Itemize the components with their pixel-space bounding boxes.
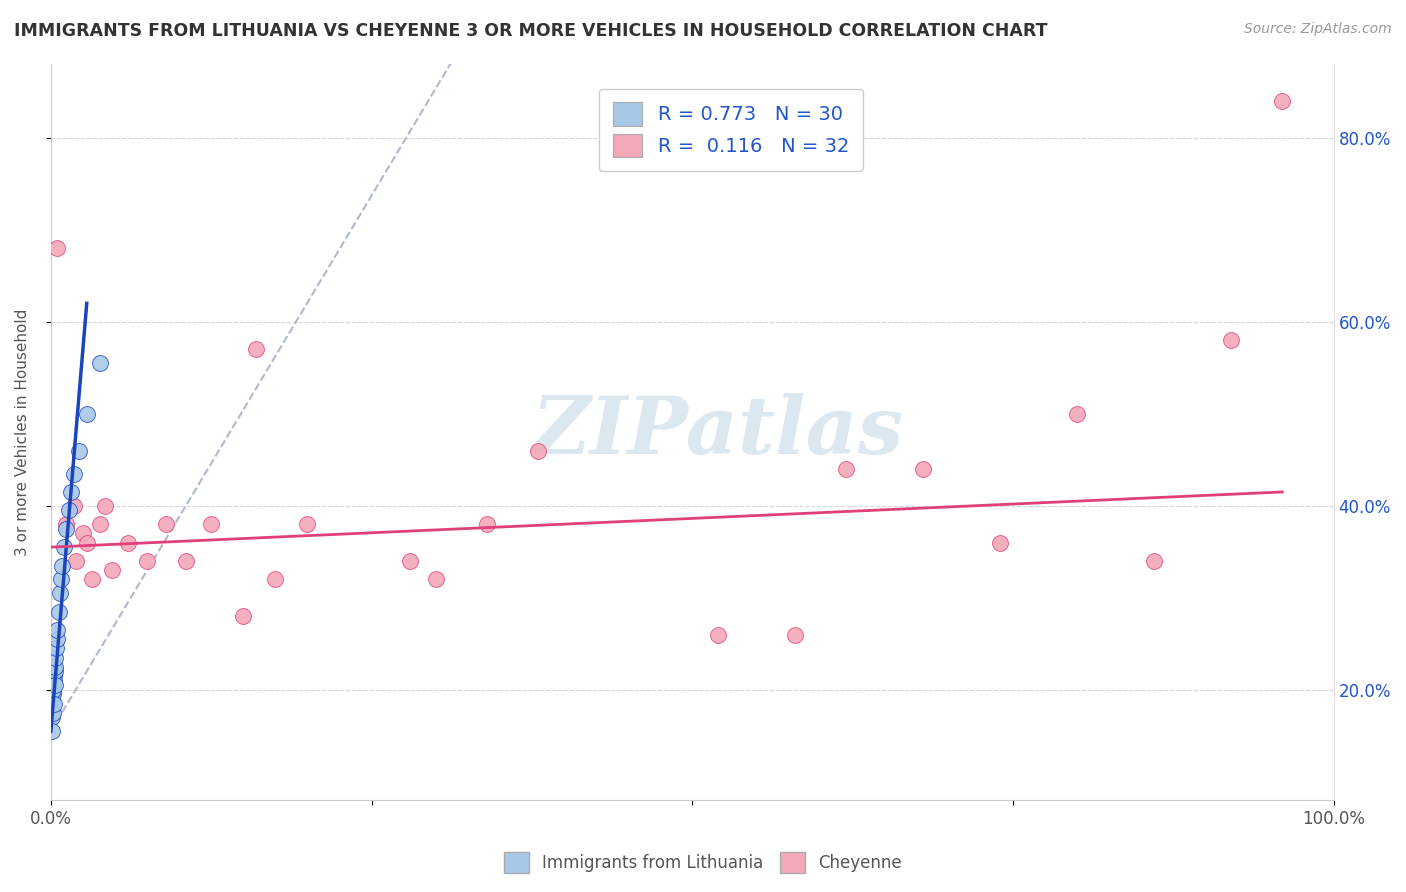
Point [245,343,267,357]
Point [174,554,197,568]
Point [49,586,72,600]
Point [707,627,730,641]
Point [89,517,111,532]
Point [42,697,65,711]
Point [425,573,447,587]
Text: ZIPatlas: ZIPatlas [531,393,904,471]
Point [63,467,86,481]
Point [58,503,80,517]
Point [475,517,498,532]
Point [51,558,73,573]
Point [264,573,287,587]
Point [46,623,69,637]
Point [41,692,63,706]
Point [80,573,103,587]
Point [1143,554,1166,568]
Point [93,499,115,513]
Point [42,682,65,697]
Point [117,535,139,549]
Text: Source: ZipAtlas.com: Source: ZipAtlas.com [1244,22,1392,37]
Point [44,660,66,674]
Point [76,407,98,421]
Text: IMMIGRANTS FROM LITHUANIA VS CHEYENNE 3 OR MORE VEHICLES IN HOUSEHOLD CORRELATIO: IMMIGRANTS FROM LITHUANIA VS CHEYENNE 3 … [14,22,1047,40]
Point [41,724,63,739]
Point [76,535,98,549]
Point [44,665,66,679]
Point [42,673,65,688]
Point [52,540,75,554]
Point [55,522,77,536]
Point [42,669,65,683]
Point [60,485,83,500]
Point [63,499,86,513]
Point [72,526,94,541]
Point [783,627,806,641]
Y-axis label: 3 or more Vehicles in Household: 3 or more Vehicles in Household [15,309,30,556]
Point [48,605,70,619]
Point [41,710,63,724]
Point [44,678,66,692]
Point [399,554,422,568]
Point [1220,333,1243,347]
Point [101,563,124,577]
Point [89,356,111,370]
Point [136,554,159,568]
Point [835,462,858,476]
Point [65,554,87,568]
Point [42,687,65,701]
Point [45,641,67,656]
Point [1066,407,1088,421]
Point [527,443,550,458]
Point [44,650,66,665]
Legend: Immigrants from Lithuania, Cheyenne: Immigrants from Lithuania, Cheyenne [498,846,908,880]
Point [988,535,1011,549]
Point [200,517,222,532]
Point [912,462,935,476]
Point [46,241,69,255]
Point [49,573,72,587]
Point [297,517,319,532]
Point [45,632,67,647]
Point [44,660,66,674]
Point [1271,94,1294,108]
Point [55,517,77,532]
Point [232,609,254,624]
Point [44,673,66,688]
Point [155,517,177,532]
Point [67,443,90,458]
Legend: R = 0.773   N = 30, R =  0.116   N = 32: R = 0.773 N = 30, R = 0.116 N = 32 [599,88,863,171]
Point [41,706,63,720]
